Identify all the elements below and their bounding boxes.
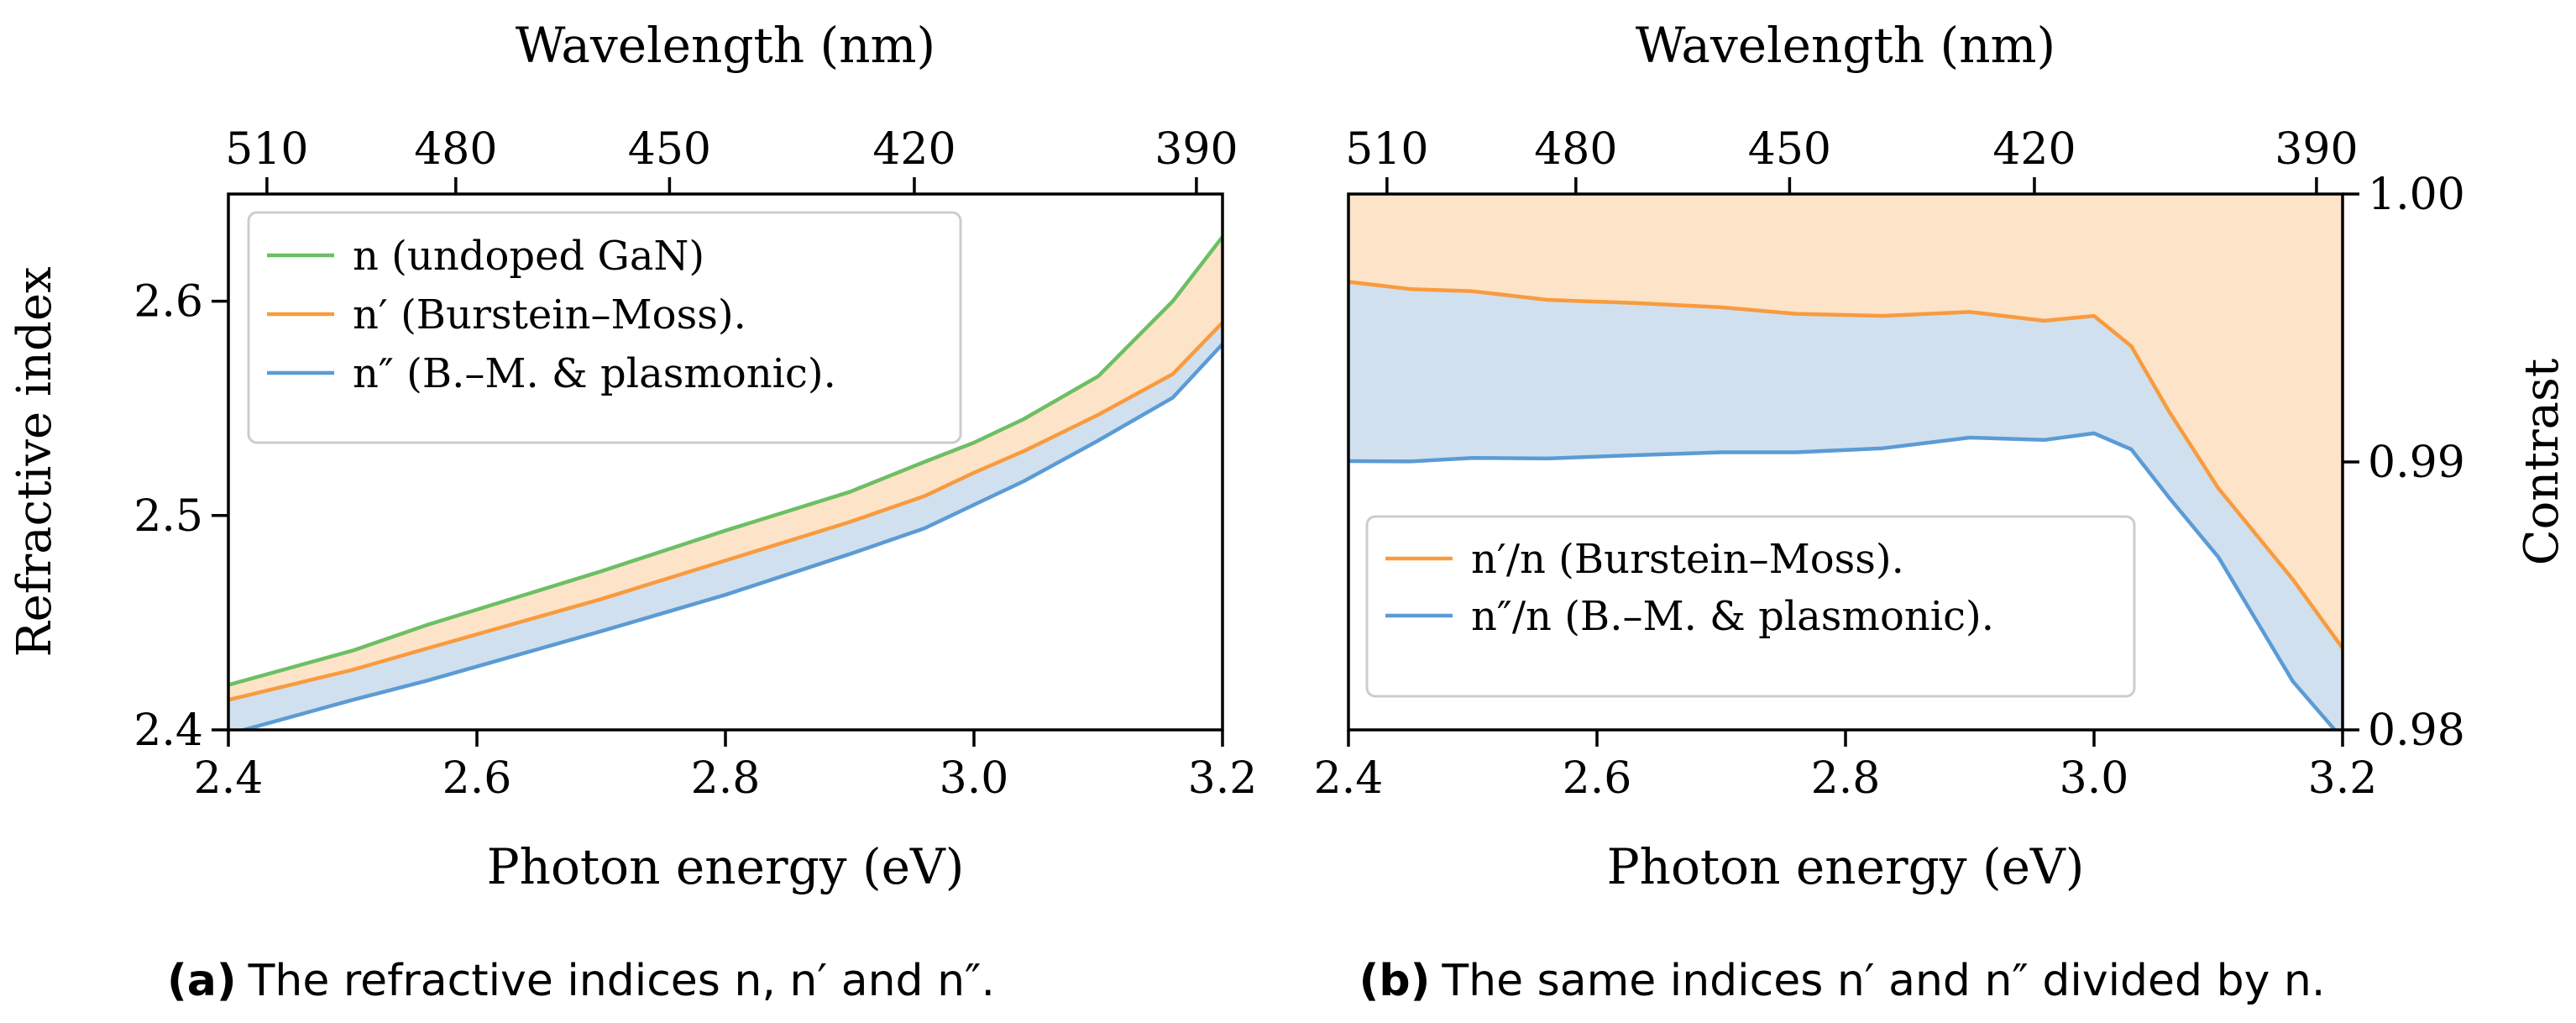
panel-b-fill-areas (1348, 194, 2343, 730)
panel-b-x-tick-label: 3.0 (2060, 753, 2129, 804)
panel-b-top-tick-label: 510 (1345, 124, 1428, 175)
panel-b-x-tick-label: 2.8 (1811, 753, 1881, 804)
panel-a-x-tick-label: 3.0 (940, 753, 1009, 804)
panel-b-legend-label-0: n′/n (Burstein–Moss). (1471, 536, 1904, 583)
panel-b-caption-tag: (b) (1359, 956, 1431, 1006)
panel-a-caption-text: The refractive indices n, n′ and n″. (248, 956, 995, 1006)
panel-a-legend-box (247, 211, 962, 444)
panel-b-x-tick-label: 2.6 (1563, 753, 1632, 804)
panel-b-top-tick-label: 450 (1748, 124, 1831, 175)
panel-a-top-axis-label: Wavelength (nm) (516, 17, 935, 74)
panel-a-ticks: 2.4 2.6 2.8 3.0 3.2 510 480 450 420 390 2.4 2.5 2.6 (134, 124, 1257, 804)
panel-b-caption-text: The same indices n′ and n″ divided by n. (1441, 956, 2325, 1006)
panel-a-legend: n (undoped GaN) n′ (Burstein–Moss). n″ (B.… (247, 211, 962, 444)
panel-a-legend-label-1: n′ (Burstein–Moss). (353, 291, 746, 338)
panel-a-caption-tag: (a) (167, 956, 237, 1006)
panel-b-y-axis-label: Contrast (2515, 358, 2569, 565)
panel-b-fill-area-1 (1348, 281, 2343, 730)
panel-a-series-line-2 (237, 343, 1223, 730)
panel-a-caption: (a) The refractive indices n, n′ and n″. (167, 956, 995, 1006)
panel-a-y-axis-label: Refractive index (8, 266, 62, 657)
panel-a-top-tick-label: 510 (225, 124, 308, 175)
panel-b-x-axis-label: Photon energy (eV) (1607, 838, 2085, 895)
panel-a-top-tick-label: 420 (872, 124, 956, 175)
panel-b-x-tick-label: 2.4 (1314, 753, 1384, 804)
panel-a-fill-areas (228, 237, 1223, 730)
panel-a-series-line-0 (228, 235, 1223, 687)
panel-b-y-tick-label: 1.00 (2368, 170, 2465, 220)
panel-b-legend-box (1365, 515, 2136, 698)
panel-b-legend: n′/n (Burstein–Moss). n″/n (B.–M. & plasm… (1365, 515, 2136, 698)
panel-a-x-tick-label: 2.6 (442, 753, 512, 804)
panel-b-y-tick-label: 0.99 (2368, 438, 2465, 488)
panel-a-series-line-1 (228, 321, 1223, 702)
panel-b-x-tick-label: 3.2 (2308, 753, 2378, 804)
panel-a-x-tick-label: 2.4 (194, 753, 264, 804)
panel-b-top-axis-label: Wavelength (nm) (1636, 17, 2055, 74)
panel-b-ticks: 2.4 2.6 2.8 3.0 3.2 510 480 450 420 390 0.98 0.99 1.… (1314, 124, 2465, 804)
panel-b-series-line-0 (1348, 280, 2343, 650)
panel-a-top-tick-label: 390 (1154, 124, 1238, 175)
panel-b-legend-label-1: n″/n (B.–M. & plasmonic). (1471, 593, 1994, 640)
panel-a-legend-label-0: n (undoped GaN) (353, 233, 704, 280)
panel-a-fill-area-1 (228, 323, 1223, 730)
panel-a-y-tick-label: 2.4 (134, 706, 203, 756)
panel-a-y-tick-label: 2.5 (134, 491, 203, 542)
panel-b-fill-area-0 (1348, 194, 2343, 648)
panel-a-x-axis-label: Photon energy (eV) (487, 838, 965, 895)
panel-b-y-tick-label: 0.98 (2368, 706, 2465, 756)
panel-b-series-lines (1348, 280, 2343, 730)
panel-a-series-lines (228, 235, 1223, 730)
panel-a-legend-label-2: n″ (B.–M. & plasmonic). (353, 350, 836, 397)
panel-b-caption: (b) The same indices n′ and n″ divided by… (1359, 956, 2326, 1006)
panel-b-series-line-1 (1348, 431, 2338, 730)
panel-b-top-tick-label: 420 (1992, 124, 2076, 175)
panel-a-top-tick-label: 480 (414, 124, 497, 175)
panel-a-x-tick-label: 2.8 (691, 753, 761, 804)
panel-a-top-tick-label: 450 (628, 124, 711, 175)
panel-b-top-tick-label: 480 (1534, 124, 1617, 175)
panel-a-y-tick-label: 2.6 (134, 277, 203, 328)
panel-a-x-tick-label: 3.2 (1188, 753, 1258, 804)
panel-b-top-tick-label: 390 (2275, 124, 2358, 175)
panel-b: 2.4 2.6 2.8 3.0 3.2 510 480 450 420 390 0.98 0.99 1.… (1314, 17, 2569, 1006)
